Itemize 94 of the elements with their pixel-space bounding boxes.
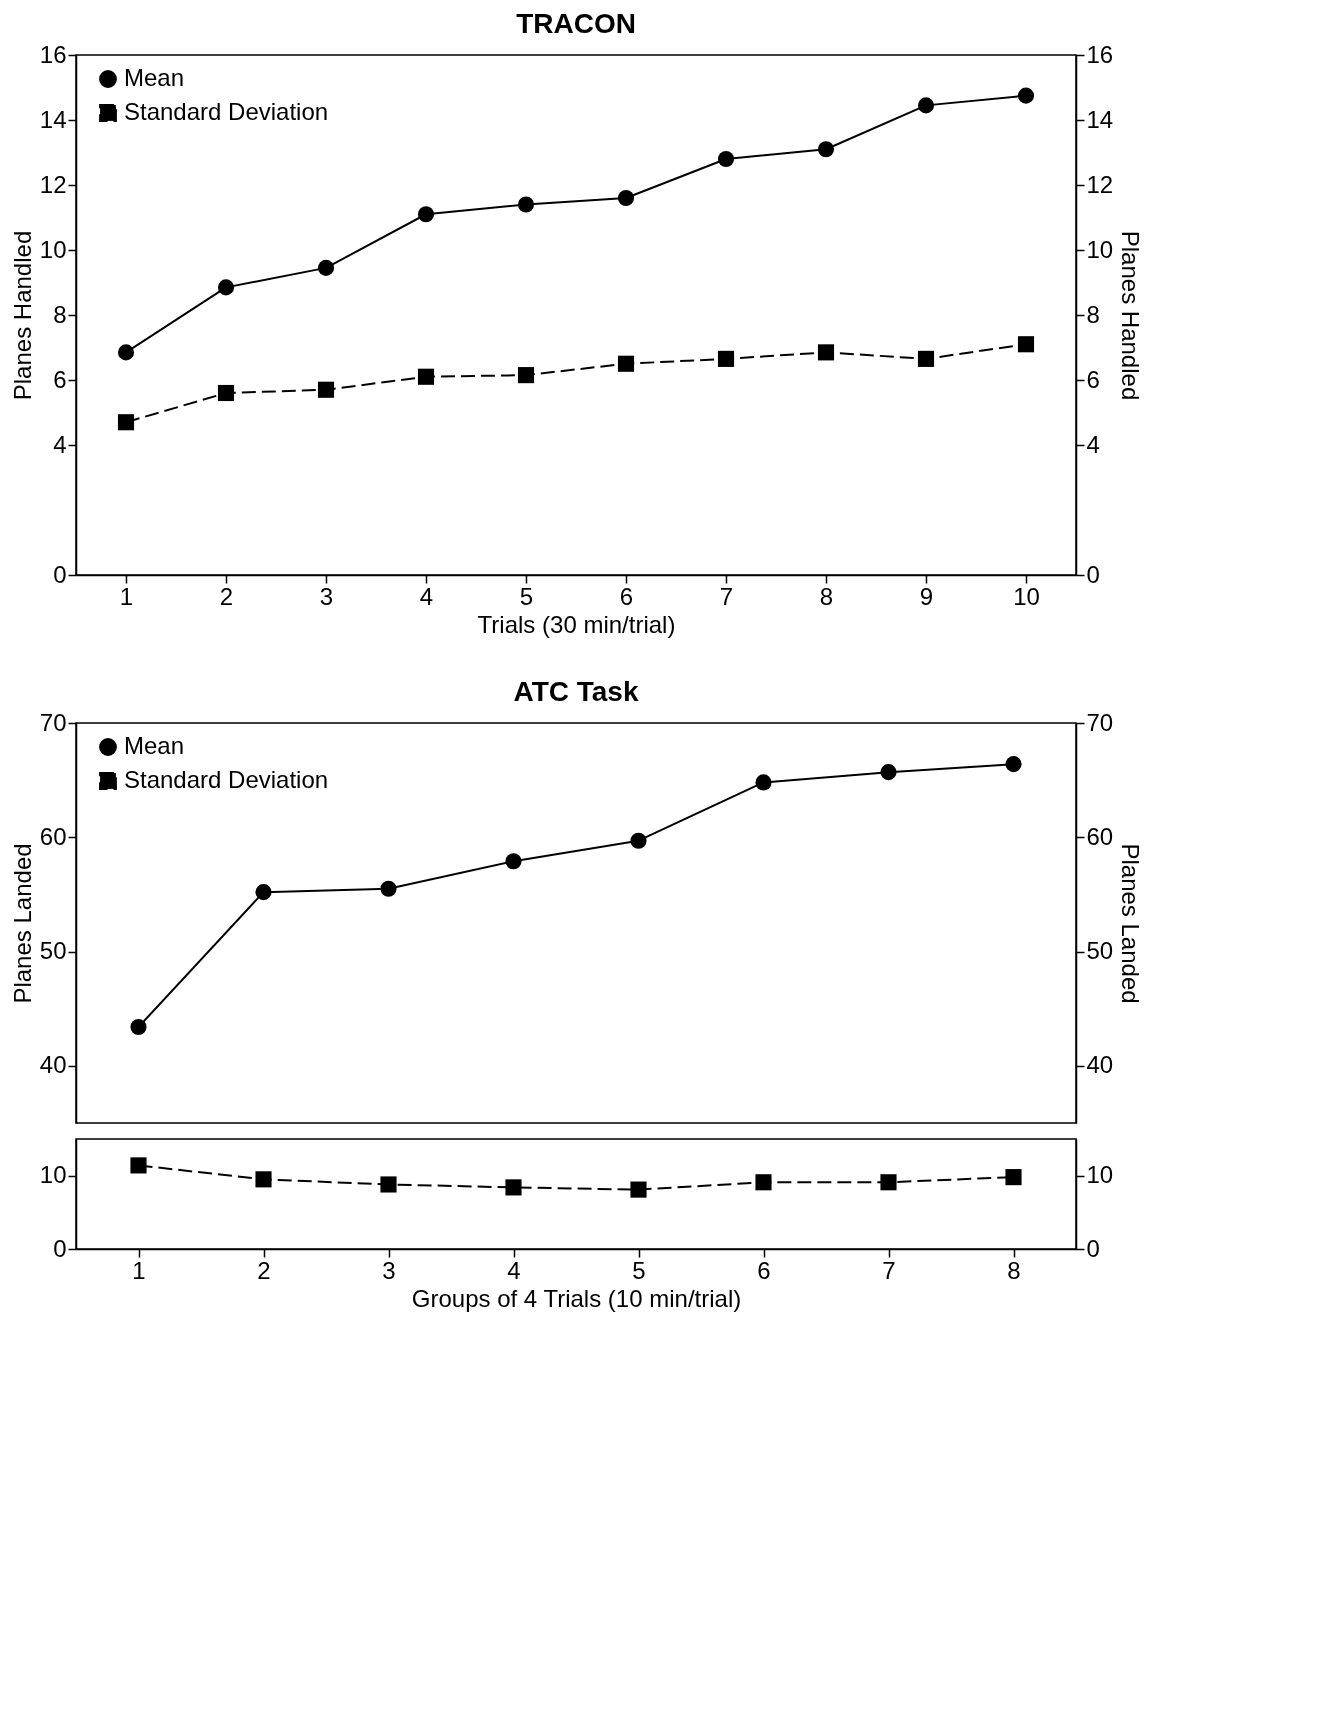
point <box>380 1176 397 1193</box>
point <box>117 344 135 361</box>
x-tick-label: 2 <box>219 582 234 610</box>
point <box>505 853 522 870</box>
point <box>130 1018 147 1036</box>
y-tick-label: 10 <box>39 235 67 263</box>
x-axis-title: Trials (30 min/trial) <box>477 610 676 638</box>
point <box>117 414 135 431</box>
point <box>817 344 835 361</box>
point <box>417 368 435 385</box>
y-tick-label: 16 <box>39 40 67 68</box>
y2-tick-label: 8 <box>1086 300 1100 328</box>
point <box>505 1179 522 1196</box>
y2-axis-title: Planes Handled <box>1117 230 1145 401</box>
x-tick-label: 7 <box>719 582 734 610</box>
y-tick-label: 60 <box>39 822 67 850</box>
point <box>380 880 397 897</box>
y-tick-label: 0 <box>53 560 67 588</box>
x-tick-label: 8 <box>819 582 834 610</box>
y2-axis-title: Planes Landed <box>1117 843 1145 1004</box>
point <box>617 189 635 207</box>
point <box>630 1181 647 1198</box>
chart-title: ATC Task <box>513 676 639 707</box>
point <box>517 367 535 384</box>
x-tick-label: 4 <box>419 582 434 610</box>
y2-tick-label: 14 <box>1086 105 1114 133</box>
x-tick-label: 3 <box>319 582 334 610</box>
point <box>317 259 335 276</box>
y2-tick-label: 70 <box>1086 708 1114 736</box>
point <box>217 279 235 296</box>
y-tick-label: 10 <box>39 1161 67 1189</box>
y-tick-label: 6 <box>53 365 67 393</box>
y-tick-label: 40 <box>39 1051 67 1079</box>
x-tick-label: 10 <box>1013 582 1040 610</box>
y-tick-label: 50 <box>39 937 67 965</box>
legend-label: Mean <box>124 732 185 759</box>
y2-tick-label: 40 <box>1086 1051 1114 1079</box>
chart-title: TRACON <box>516 8 636 39</box>
y2-tick-label: 16 <box>1086 40 1114 68</box>
point <box>617 355 635 372</box>
x-tick-label: 3 <box>382 1256 396 1284</box>
legend-label: Mean <box>124 64 185 91</box>
y2-tick-label: 12 <box>1086 170 1114 198</box>
y-tick-label: 70 <box>39 708 67 736</box>
y2-tick-label: 0 <box>1086 1234 1100 1262</box>
point <box>880 764 897 781</box>
y2-tick-label: 50 <box>1086 937 1114 965</box>
x-tick-label: 8 <box>1007 1256 1021 1284</box>
y-tick-label: 14 <box>39 105 67 133</box>
point <box>130 1157 147 1174</box>
y2-tick-label: 6 <box>1086 365 1100 393</box>
point <box>630 832 647 849</box>
point <box>317 381 335 398</box>
point <box>1017 336 1035 353</box>
point <box>717 350 735 367</box>
y2-tick-label: 4 <box>1086 430 1100 458</box>
point <box>417 206 435 223</box>
x-tick-label: 2 <box>257 1256 271 1284</box>
y2-tick-label: 10 <box>1086 1161 1114 1189</box>
point <box>517 196 535 213</box>
y2-tick-label: 60 <box>1086 822 1114 850</box>
legend-label: Standard Deviation <box>124 98 329 125</box>
x-tick-label: 5 <box>519 582 534 610</box>
x-tick-label: 9 <box>919 582 934 610</box>
point <box>1017 87 1035 104</box>
point <box>880 1174 897 1191</box>
y-tick-label: 0 <box>53 1234 67 1262</box>
x-tick-label: 7 <box>882 1256 896 1284</box>
point <box>755 774 772 791</box>
y2-tick-label: 0 <box>1086 560 1100 588</box>
x-tick-label: 5 <box>632 1256 646 1284</box>
point <box>917 350 935 367</box>
point <box>255 884 272 901</box>
x-tick-label: 6 <box>619 582 634 610</box>
text: Standard Deviation <box>124 766 329 793</box>
point <box>917 97 935 114</box>
x-axis-title: Groups of 4 Trials (10 min/trial) <box>411 1284 742 1312</box>
y2-tick-label: 10 <box>1086 235 1114 263</box>
point <box>755 1174 772 1191</box>
y-tick-label: 12 <box>39 170 67 198</box>
point <box>1005 756 1022 773</box>
x-tick-label: 1 <box>132 1256 146 1284</box>
x-tick-label: 4 <box>507 1256 521 1284</box>
y-tick-label: 8 <box>53 300 67 328</box>
x-tick-label: 6 <box>757 1256 771 1284</box>
point <box>255 1171 272 1188</box>
point <box>717 150 735 168</box>
point <box>1005 1169 1022 1186</box>
x-tick-label: 1 <box>119 582 134 610</box>
y-tick-label: 4 <box>53 430 67 458</box>
y-axis-title: Planes Landed <box>8 843 36 1004</box>
y-axis-title: Planes Handled <box>8 230 36 401</box>
point <box>817 141 835 158</box>
point <box>217 384 235 402</box>
